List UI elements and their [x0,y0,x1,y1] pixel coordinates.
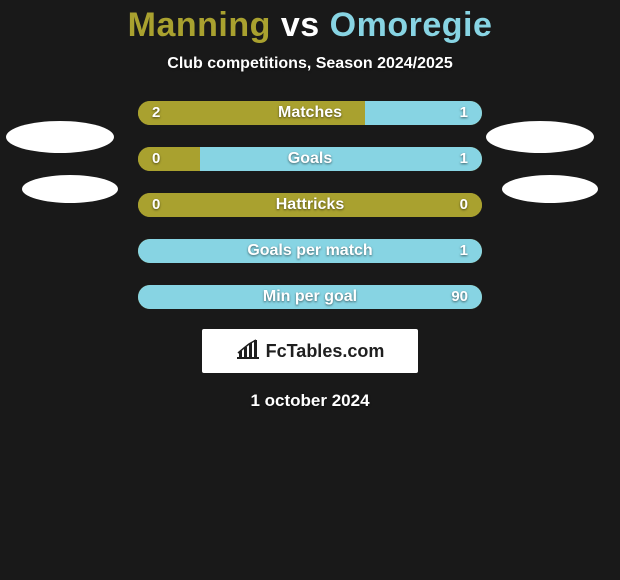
bar-track: Matches21 [138,101,482,125]
chart-canvas: Manning vs Omoregie Club competitions, S… [0,0,620,580]
bar-right-segment [138,239,482,263]
fctables-logo: FcTables.com [202,329,418,373]
bar-track: Goals01 [138,147,482,171]
title-player1: Manning [128,6,271,44]
title-player2: Omoregie [330,6,493,44]
decorative-oval [502,175,598,203]
page-title: Manning vs Omoregie [0,0,620,45]
bar-chart-icon [236,339,260,364]
decorative-oval [486,121,594,153]
stat-row: Min per goal90 [0,285,620,309]
bar-right-segment [138,285,482,309]
bar-track: Hattricks00 [138,193,482,217]
bar-track: Min per goal90 [138,285,482,309]
logo-text: FcTables.com [266,341,385,362]
footer: FcTables.com 1 october 2024 [0,329,620,411]
bar-right-segment [200,147,482,171]
bar-track: Goals per match1 [138,239,482,263]
bar-left-segment [138,193,482,217]
bar-left-segment [138,101,365,125]
bar-right-segment [365,101,482,125]
title-vs: vs [281,6,320,44]
date-text: 1 october 2024 [250,391,369,411]
stat-row: Goals per match1 [0,239,620,263]
bar-left-segment [138,147,200,171]
decorative-oval [22,175,118,203]
decorative-oval [6,121,114,153]
subtitle: Club competitions, Season 2024/2025 [0,55,620,73]
